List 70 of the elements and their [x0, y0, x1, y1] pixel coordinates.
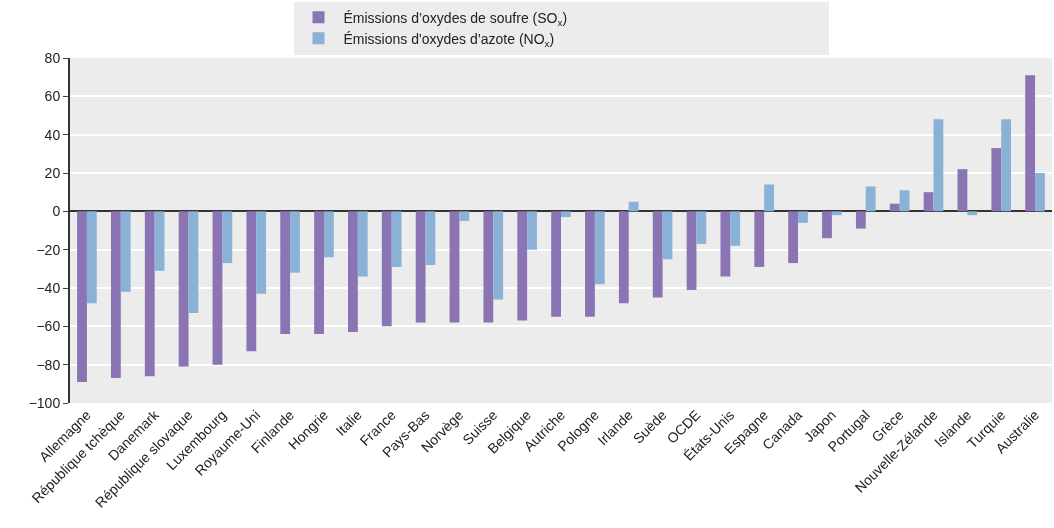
bar	[459, 211, 470, 221]
bar	[798, 211, 808, 223]
bar	[831, 211, 842, 216]
bar	[1001, 119, 1012, 212]
y-tick-label: −20	[36, 241, 61, 258]
bar	[899, 190, 910, 212]
bar	[696, 211, 707, 244]
bar	[348, 211, 358, 333]
legend-label: Émissions d’oxydes de soufre (SO$_{x}$)	[343, 9, 568, 28]
bar	[889, 203, 900, 212]
bar	[788, 211, 799, 264]
bar	[652, 211, 663, 298]
bar	[662, 211, 673, 260]
bar	[86, 211, 97, 304]
bar	[77, 211, 87, 382]
bar	[280, 211, 291, 334]
bar	[178, 211, 189, 367]
bar	[212, 211, 223, 365]
bar	[144, 211, 155, 377]
y-tick-label: −80	[36, 356, 61, 373]
bar	[967, 211, 978, 216]
bar	[822, 211, 832, 239]
bar	[381, 211, 392, 327]
bar	[425, 211, 436, 265]
bar	[754, 211, 765, 267]
bar	[865, 186, 876, 212]
bar	[628, 201, 639, 212]
bar	[1035, 173, 1045, 212]
bar	[357, 211, 368, 277]
bar	[1025, 75, 1036, 212]
bar	[110, 211, 121, 379]
bar	[449, 211, 460, 323]
legend-label: Émissions d'oxydes d’azote (NO$_{x}$)	[343, 30, 555, 49]
bar	[391, 211, 402, 267]
bar	[256, 211, 267, 294]
bar	[618, 211, 629, 304]
y-tick-label: 0	[52, 203, 61, 220]
bar	[314, 211, 324, 334]
y-tick-label: 60	[44, 88, 61, 105]
bar	[933, 119, 944, 212]
bar	[323, 211, 334, 258]
bar	[594, 211, 605, 285]
bar	[730, 211, 741, 246]
y-tick-label: −100	[28, 394, 61, 411]
bar	[222, 211, 233, 264]
bar	[493, 211, 504, 300]
y-tick-label: −60	[36, 318, 61, 335]
bar	[415, 211, 426, 323]
bar	[686, 211, 697, 290]
bar	[551, 211, 561, 317]
y-tick-label: −40	[36, 279, 61, 296]
bar	[120, 211, 131, 292]
bar	[991, 148, 1002, 212]
y-tick-label: 20	[44, 164, 61, 181]
bar	[527, 211, 537, 250]
y-tick-label: 40	[44, 126, 61, 143]
bar	[246, 211, 257, 352]
bar	[188, 211, 199, 313]
bar	[585, 211, 595, 317]
bar	[764, 184, 774, 212]
bar	[290, 211, 300, 273]
bar	[517, 211, 528, 321]
bar	[923, 192, 934, 212]
y-tick-label: 80	[44, 49, 61, 66]
bar	[483, 211, 494, 323]
bar	[957, 169, 968, 212]
bar	[855, 211, 866, 229]
bar	[561, 211, 571, 218]
bar	[154, 211, 165, 271]
bar	[720, 211, 731, 277]
